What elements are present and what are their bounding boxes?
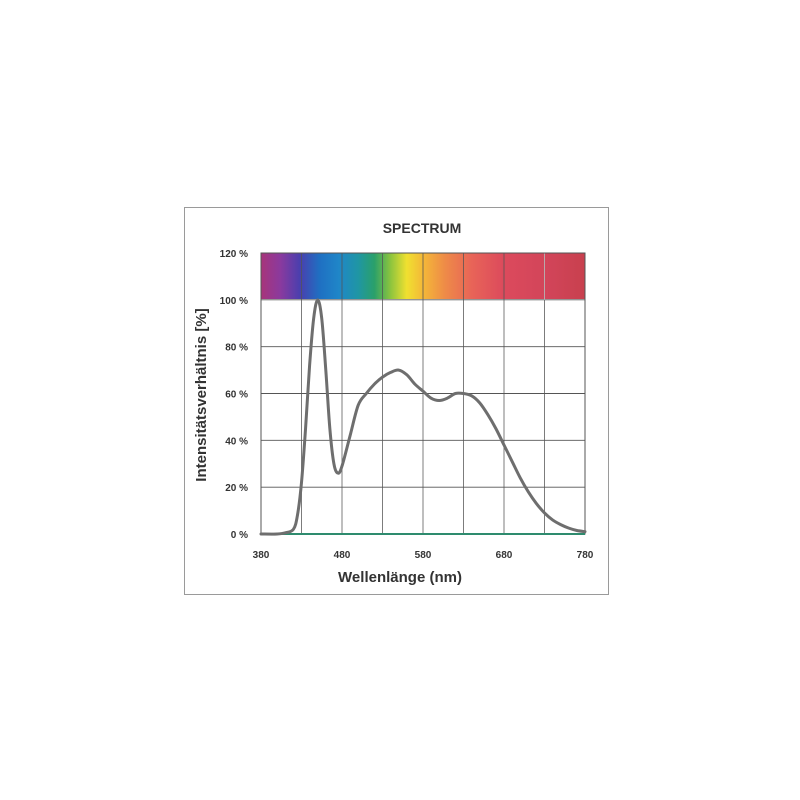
y-tick-label: 0 % [231,530,248,541]
x-tick-label: 380 [253,550,270,561]
y-tick-label: 80 % [225,343,248,354]
x-tick-label: 480 [334,550,351,561]
tick-labels: 0 % 20 % 40 % 60 % 80 % 100 % 120 % 380 480 580 68… [220,249,594,561]
chart-title: SPECTRUM [383,220,462,236]
chart-frame: SPECTRUM 0 % 20 % 40 % 60 % 80 % 100 % 120 % 38… [184,207,609,595]
y-tick-label: 60 % [225,390,248,401]
y-tick-label: 20 % [225,483,248,494]
y-axis-label: Intensitätsverhältnis [%] [193,308,210,481]
spectrum-chart: SPECTRUM 0 % 20 % 40 % 60 % 80 % 100 % 120 % 38… [193,220,594,586]
y-tick-label: 40 % [225,436,248,447]
x-tick-label: 680 [496,550,513,561]
x-axis-label: Wellenlänge (nm) [338,569,462,586]
spectrum-curve [259,298,587,536]
x-tick-label: 780 [577,550,594,561]
y-tick-label: 100 % [220,296,248,307]
series-layer [259,298,587,536]
y-tick-label: 120 % [220,249,248,260]
grid [260,252,586,535]
x-tick-label: 580 [415,550,432,561]
